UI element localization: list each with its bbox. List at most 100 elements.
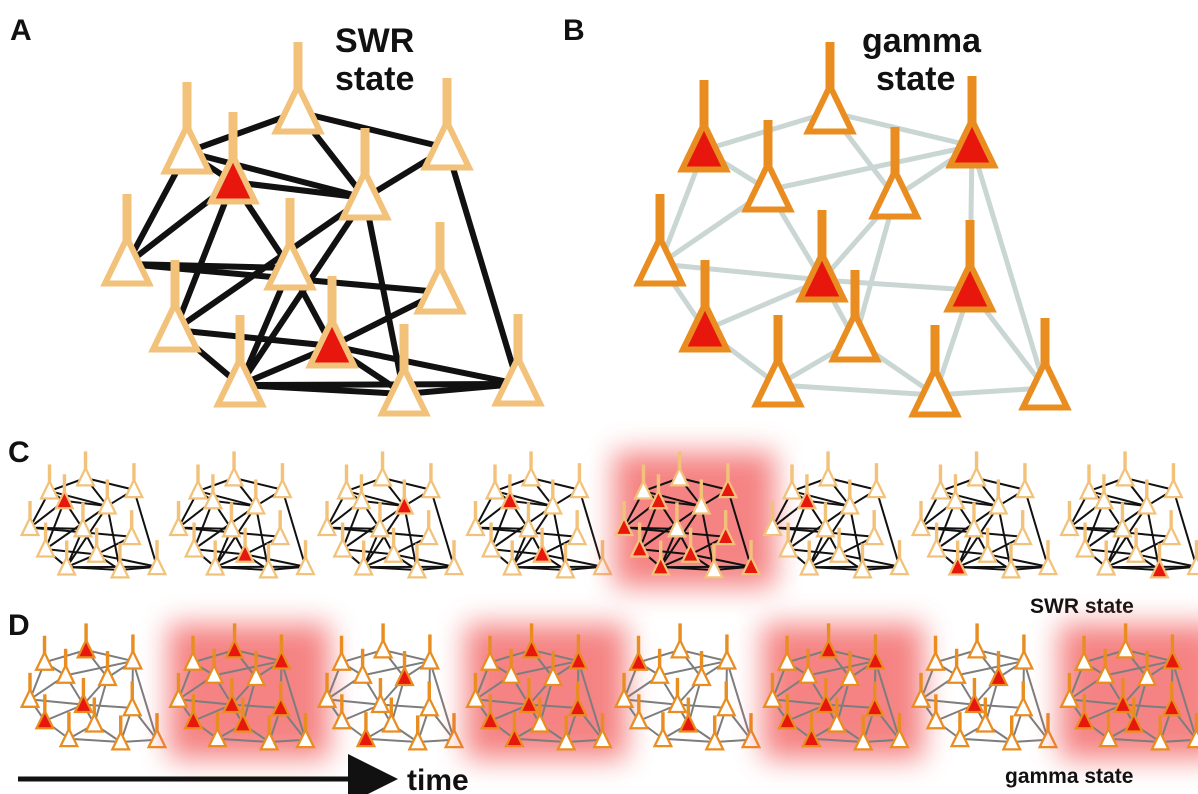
neuron-dendrite (1067, 672, 1072, 691)
neuron-dendrite (1123, 451, 1127, 469)
neuron (97, 479, 118, 515)
neuron (1000, 543, 1022, 579)
neuron (1112, 502, 1133, 538)
panel-b-gamma-network: B gamma state (563, 14, 1072, 418)
neuron (542, 651, 564, 687)
inactive-soma (1163, 477, 1184, 499)
neuron-dendrite (426, 510, 431, 528)
panel-a-title-line2: state (335, 60, 414, 98)
neuron-dendrite (770, 500, 775, 519)
neuron-dendrite (325, 672, 329, 691)
inactive-soma (828, 541, 850, 563)
active-neuron (680, 527, 701, 563)
connection-line (623, 698, 678, 706)
neuron-dendrite (340, 522, 345, 541)
neuron (372, 623, 394, 659)
neuron (988, 479, 1009, 515)
neuron-dendrite (1132, 697, 1136, 716)
gamma-seq-frame (1059, 623, 1198, 759)
neuron-dendrite (1145, 479, 1149, 497)
neuron-dendrite (488, 694, 493, 712)
time-label: time (407, 764, 469, 794)
neuron-dendrite (232, 623, 237, 641)
neuron (556, 715, 577, 751)
neuron-dendrite (835, 697, 839, 716)
neuron-dendrite (636, 635, 641, 654)
connection-line (1125, 649, 1173, 663)
neuron-dendrite (1120, 502, 1125, 520)
neuron (406, 543, 428, 579)
neuron (213, 315, 267, 408)
inactive-soma (908, 362, 962, 418)
inactive-soma (1150, 729, 1171, 751)
active-neuron (740, 540, 762, 576)
neuron-dendrite (749, 713, 753, 731)
neuron (925, 635, 946, 671)
active-neuron (678, 697, 699, 733)
neuron-dendrite (327, 276, 337, 322)
inactive-soma (1093, 488, 1115, 510)
inactive-soma (945, 488, 966, 510)
neuron (109, 543, 131, 579)
neuron (377, 324, 431, 417)
neuron (419, 634, 441, 670)
neuron-dendrite (1169, 510, 1173, 528)
neuron-dendrite (661, 712, 665, 730)
inactive-soma (369, 516, 391, 538)
neuron-dendrite (700, 260, 710, 306)
inactive-soma (353, 554, 374, 576)
inactive-soma (529, 711, 551, 733)
neuron-dendrite (965, 220, 975, 266)
neuron-dendrite (191, 694, 196, 712)
neuron (160, 82, 214, 175)
neuron-dendrite (850, 270, 860, 316)
neuron-dendrite (688, 527, 693, 546)
inactive-soma (1098, 726, 1119, 748)
neuron-dendrite (512, 712, 517, 730)
neuron-dendrite (473, 500, 478, 519)
neuron (316, 672, 338, 708)
neuron-dendrite (489, 522, 493, 541)
neuron (613, 672, 635, 708)
neuron-dendrite (508, 474, 512, 492)
panel-d-gamma-sequence: D gamma state (8, 609, 1198, 788)
active-soma (650, 554, 671, 576)
gamma-neurons (633, 42, 1072, 418)
active-neuron (629, 522, 650, 558)
inactive-soma (332, 536, 353, 558)
neuron-dendrite (825, 42, 835, 88)
inactive-soma (988, 493, 1009, 515)
neuron-dendrite (1082, 694, 1087, 712)
connection-line (976, 649, 1025, 663)
neuron (667, 678, 688, 714)
panel-c-state-label: SWR state (1030, 595, 1134, 618)
inactive-soma (443, 727, 465, 749)
neuron-dendrite (43, 694, 47, 712)
connection-line (1145, 505, 1161, 571)
neuron (269, 510, 291, 546)
inactive-soma (97, 665, 118, 687)
neuron (480, 522, 502, 558)
neuron (146, 540, 168, 576)
inactive-soma (146, 727, 168, 749)
inactive-soma (1112, 516, 1133, 538)
inactive-soma (56, 554, 77, 576)
neuron-dendrite (699, 479, 704, 497)
inactive-soma (1114, 465, 1136, 487)
active-soma (305, 313, 359, 369)
inactive-soma (949, 726, 971, 748)
swr-sequence-frames (19, 451, 1198, 587)
connection-line (428, 660, 455, 741)
active-soma (183, 708, 204, 730)
inactive-soma (569, 477, 590, 499)
connection-line (403, 505, 418, 571)
active-soma (355, 726, 377, 748)
connection-line (940, 490, 999, 508)
connection-line (639, 505, 702, 550)
active-soma (795, 247, 849, 303)
active-neuron (567, 681, 588, 717)
neuron-dendrite (266, 543, 271, 561)
inactive-soma (351, 488, 372, 510)
neuron (751, 315, 805, 408)
neuron-dendrite (564, 715, 568, 733)
